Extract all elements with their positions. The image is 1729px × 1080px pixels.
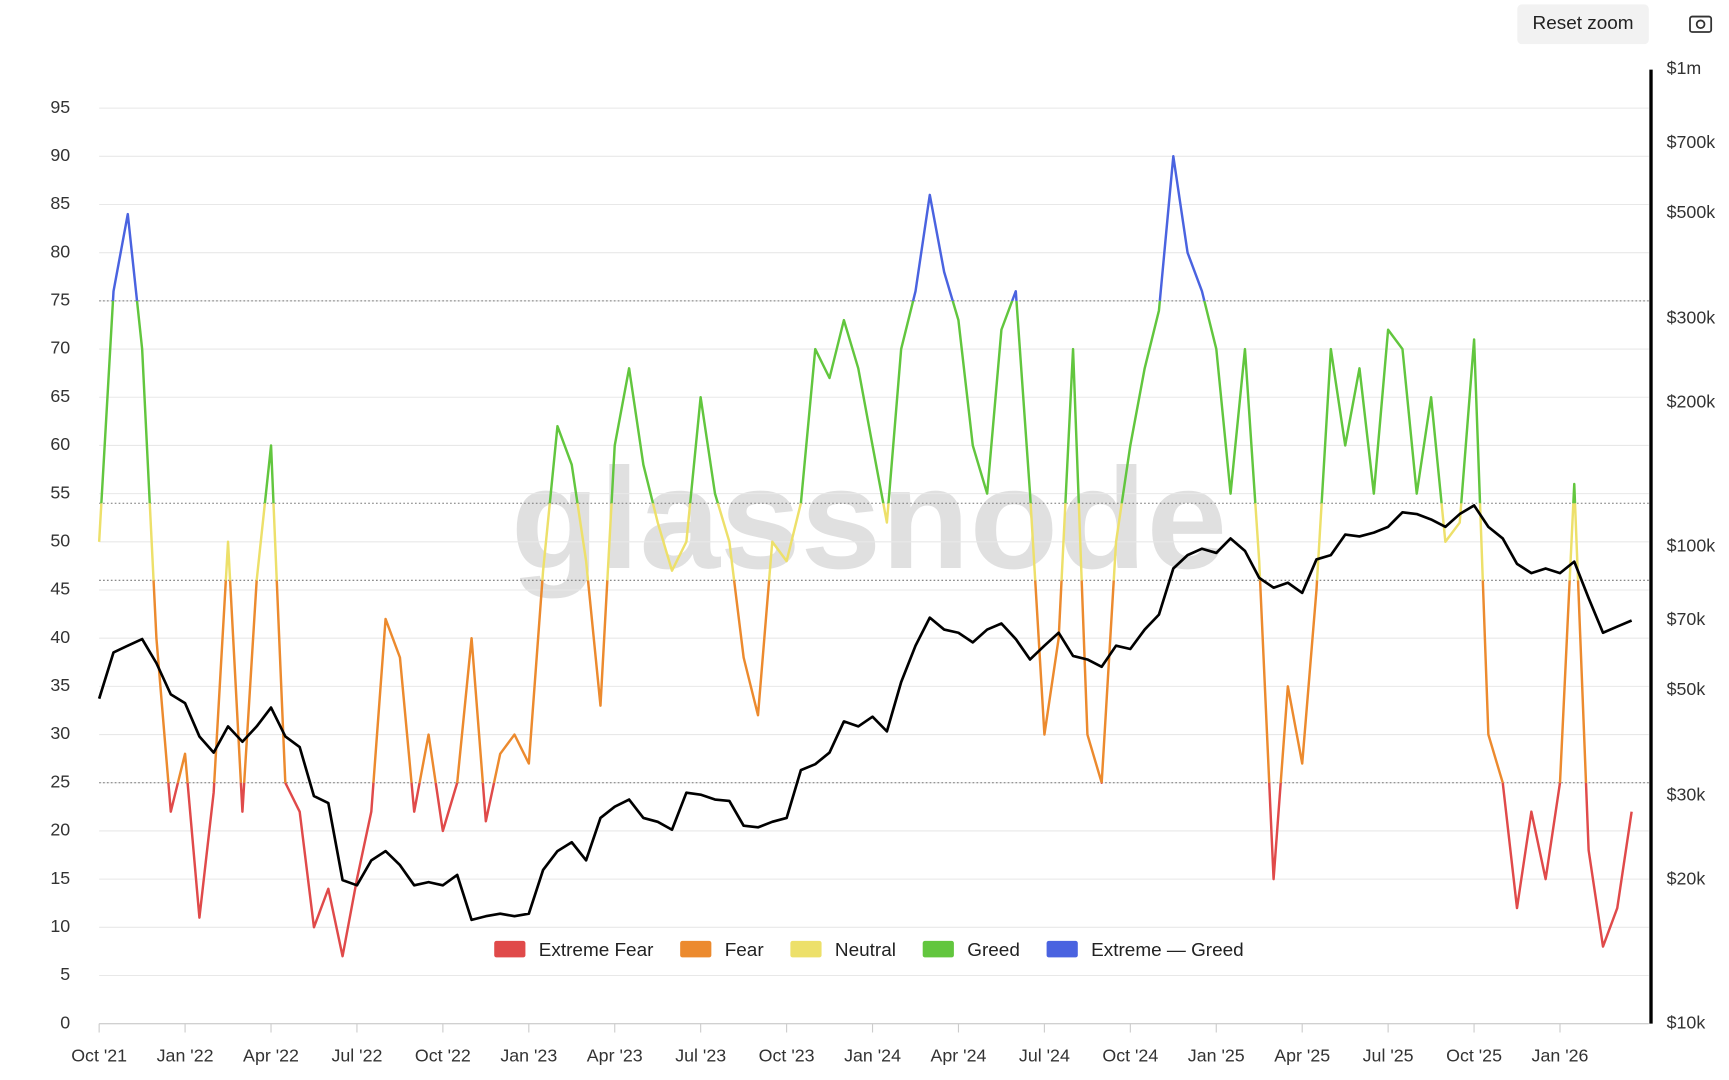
y-tick-label: 80 xyxy=(50,241,70,261)
legend-item[interactable]: Neutral xyxy=(790,939,896,960)
legend-item[interactable]: Greed xyxy=(922,939,1020,960)
y2-tick-label: $70k xyxy=(1667,609,1706,629)
legend-swatch[interactable] xyxy=(494,940,526,958)
x-tick-label: Apr '22 xyxy=(243,1046,299,1066)
y-tick-label: 95 xyxy=(50,97,70,117)
camera-lens[interactable] xyxy=(1695,19,1706,30)
x-tick-label: Jul '23 xyxy=(675,1046,726,1066)
y2-tick-label: $30k xyxy=(1667,785,1706,805)
reset-zoom-button[interactable] xyxy=(1517,4,1649,45)
reset-zoom-label[interactable]: Reset zoom xyxy=(1533,12,1634,33)
y-tick-label: 55 xyxy=(50,482,70,502)
x-tick-label: Oct '22 xyxy=(415,1046,471,1066)
legend: Extreme Fear Fear Neutral Greed Extreme — Gr… xyxy=(494,939,1244,960)
legend-label[interactable]: Greed xyxy=(967,939,1020,960)
legend-label[interactable]: Neutral xyxy=(835,939,896,960)
y2-tick-label: $200k xyxy=(1667,392,1716,412)
legend-item[interactable]: Extreme Fear xyxy=(494,939,653,960)
x-tick-label: Jan '22 xyxy=(157,1046,214,1066)
y2-tick-label: $300k xyxy=(1667,308,1716,328)
y-tick-label: 40 xyxy=(50,627,70,647)
x-tick-label: Oct '24 xyxy=(1102,1046,1158,1066)
y-tick-label: 90 xyxy=(50,145,70,165)
x-tick-label: Jul '25 xyxy=(1363,1046,1414,1066)
y-tick-label: 50 xyxy=(50,531,70,551)
y2-tick-label: $1m xyxy=(1667,58,1702,78)
legend-label[interactable]: Extreme Fear xyxy=(539,939,654,960)
y-tick-label: 25 xyxy=(50,771,70,791)
legend-swatch[interactable] xyxy=(922,940,954,958)
y-tick-label: 30 xyxy=(50,723,70,743)
index-line-0 xyxy=(167,782,1633,958)
y-tick-label: 70 xyxy=(50,338,70,358)
watermark: glassnode xyxy=(511,438,1227,599)
y2-tick-label: $10k xyxy=(1667,1012,1706,1032)
y-tick-label: 15 xyxy=(50,868,70,888)
y-tick-label: 45 xyxy=(50,579,70,599)
x-tick-label: Apr '24 xyxy=(931,1046,987,1066)
x-tick-label: Oct '23 xyxy=(759,1046,815,1066)
y-tick-label: 10 xyxy=(50,916,70,936)
x-tick-label: Oct '21 xyxy=(71,1046,127,1066)
y-tick-label: 65 xyxy=(50,386,70,406)
index-line-3 xyxy=(100,300,1577,504)
y-tick-label: 35 xyxy=(50,675,70,695)
y-tick-label: 85 xyxy=(50,193,70,213)
y-tick-label: 20 xyxy=(50,820,70,840)
x-tick-label: Jan '24 xyxy=(844,1046,901,1066)
y2-tick-label: $500k xyxy=(1667,202,1716,222)
y-tick-label: 60 xyxy=(50,434,70,454)
x-tick-label: Apr '25 xyxy=(1274,1046,1330,1066)
legend-item[interactable]: Fear xyxy=(680,939,764,960)
legend-label[interactable]: Extreme — Greed xyxy=(1091,939,1244,960)
y2-tick-label: $20k xyxy=(1667,869,1706,889)
x-tick-label: Jan '23 xyxy=(500,1046,557,1066)
price-line xyxy=(97,504,1633,922)
legend-item[interactable]: Extreme — Greed xyxy=(1046,939,1244,960)
y-tick-label: 0 xyxy=(60,1012,70,1032)
y2-tick-label: $100k xyxy=(1667,535,1716,555)
x-tick-label: Apr '23 xyxy=(587,1046,643,1066)
y2-tick-label: $50k xyxy=(1667,679,1706,699)
x-tick-label: Jan '26 xyxy=(1532,1046,1589,1066)
camera-icon[interactable] xyxy=(1689,15,1713,33)
export-button-bg[interactable] xyxy=(1674,4,1726,45)
legend-label[interactable]: Fear xyxy=(725,939,764,960)
y-tick-label: 75 xyxy=(50,290,70,310)
x-tick-label: Jul '22 xyxy=(331,1046,382,1066)
legend-swatch[interactable] xyxy=(1046,940,1078,958)
y-tick-label: 5 xyxy=(60,964,70,984)
x-tick-label: Oct '25 xyxy=(1446,1046,1502,1066)
legend-swatch[interactable] xyxy=(790,940,822,958)
export-button[interactable] xyxy=(1674,4,1726,45)
x-tick-label: Jul '24 xyxy=(1019,1046,1070,1066)
y2-tick-label: $700k xyxy=(1667,132,1716,152)
x-tick-label: Jan '25 xyxy=(1188,1046,1245,1066)
legend-swatch[interactable] xyxy=(680,940,712,958)
